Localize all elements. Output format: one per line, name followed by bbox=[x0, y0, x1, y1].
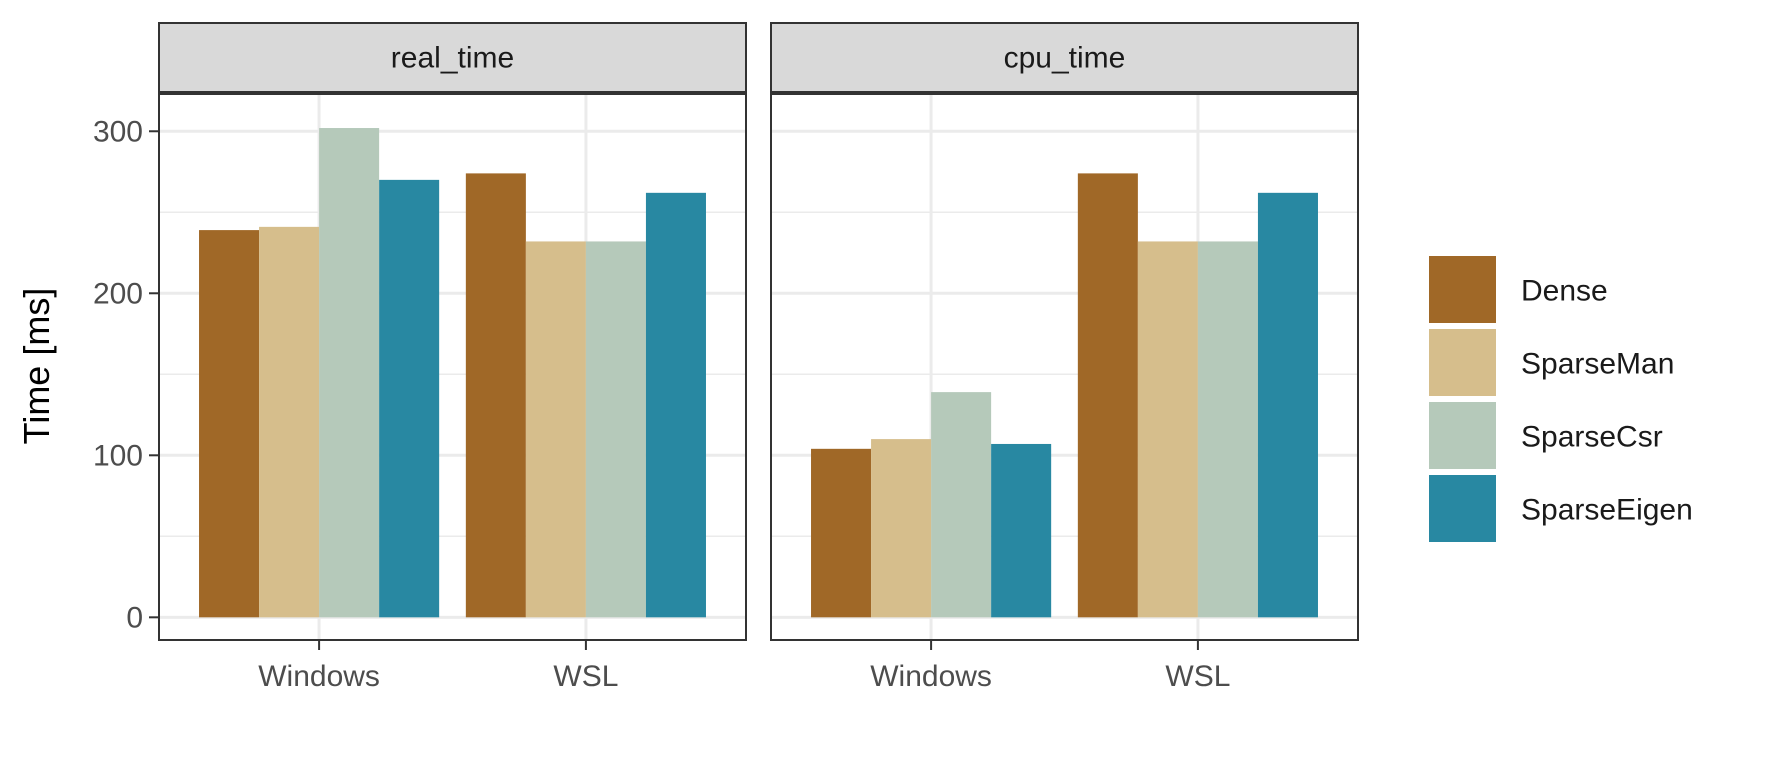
bar-cpu_time-Windows-SparseMan bbox=[871, 439, 932, 618]
bar-cpu_time-WSL-SparseCsr bbox=[1197, 241, 1258, 618]
bar-cpu_time-Windows-SparseCsr bbox=[931, 392, 992, 618]
y-tick-label: 0 bbox=[126, 601, 143, 634]
legend: Dense SparseMan SparseCsr SparseEigen bbox=[1429, 256, 1693, 542]
strip-label: real_time bbox=[391, 42, 514, 75]
strip-label: cpu_time bbox=[1004, 42, 1126, 75]
legend-label-SparseEigen: SparseEigen bbox=[1521, 494, 1693, 527]
y-axis: 0 100 200 300 bbox=[93, 115, 159, 634]
bar-real_time-WSL-SparseMan bbox=[525, 241, 586, 618]
legend-key-SparseCsr bbox=[1429, 402, 1496, 469]
bar-real_time-WSL-SparseCsr bbox=[585, 241, 646, 618]
facet-panels: real_time Windows WSL cpu_time Windows WSL bbox=[158, 22, 1359, 693]
legend-key-Dense bbox=[1429, 256, 1496, 323]
y-tick-label: 300 bbox=[93, 115, 143, 148]
strip-background bbox=[158, 22, 747, 93]
bar-real_time-Windows-SparseCsr bbox=[319, 128, 380, 618]
bar-real_time-Windows-SparseMan bbox=[259, 226, 320, 618]
y-axis-title: Time [ms] bbox=[16, 288, 57, 445]
y-tick-label: 100 bbox=[93, 439, 143, 472]
bar-real_time-WSL-SparseEigen bbox=[645, 192, 706, 618]
bar-real_time-WSL-Dense bbox=[465, 173, 526, 618]
bar-cpu_time-Windows-SparseEigen bbox=[991, 443, 1052, 618]
y-tick-label: 200 bbox=[93, 277, 143, 310]
legend-key-SparseEigen bbox=[1429, 475, 1496, 542]
panel-border bbox=[158, 93, 747, 641]
bar-cpu_time-Windows-Dense bbox=[811, 448, 872, 618]
legend-label-SparseMan: SparseMan bbox=[1521, 348, 1674, 381]
panel-real_time: real_time Windows WSL bbox=[158, 22, 747, 693]
x-tick-label: Windows bbox=[258, 660, 380, 693]
x-tick-label: WSL bbox=[553, 660, 618, 693]
bar-cpu_time-WSL-Dense bbox=[1077, 173, 1138, 618]
panel-cpu_time: cpu_time Windows WSL bbox=[770, 22, 1359, 693]
legend-label-Dense: Dense bbox=[1521, 275, 1608, 308]
strip-background bbox=[770, 22, 1359, 93]
bar-cpu_time-WSL-SparseMan bbox=[1137, 241, 1198, 618]
bar-real_time-Windows-SparseEigen bbox=[379, 179, 440, 618]
bar-real_time-Windows-Dense bbox=[199, 230, 260, 618]
legend-label-SparseCsr: SparseCsr bbox=[1521, 421, 1663, 454]
panel-border bbox=[770, 93, 1359, 641]
bar-cpu_time-WSL-SparseEigen bbox=[1257, 192, 1318, 618]
legend-key-SparseMan bbox=[1429, 329, 1496, 396]
x-tick-label: WSL bbox=[1165, 660, 1230, 693]
x-tick-label: Windows bbox=[870, 660, 992, 693]
